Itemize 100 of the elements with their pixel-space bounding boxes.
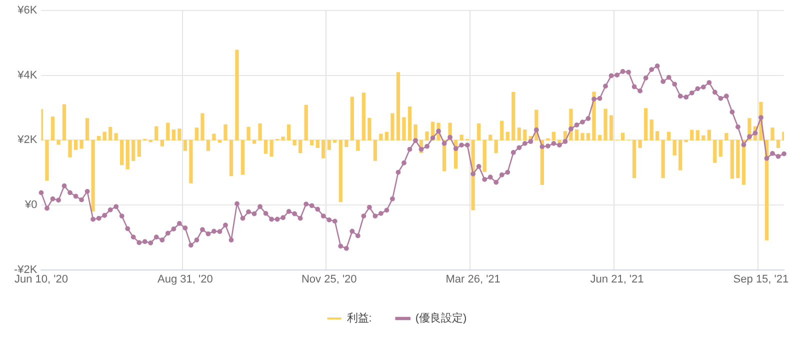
bar bbox=[644, 108, 648, 141]
bar bbox=[178, 128, 182, 141]
bar bbox=[292, 140, 296, 146]
bar bbox=[85, 118, 90, 141]
bar bbox=[718, 140, 722, 157]
bar bbox=[350, 96, 354, 141]
bar bbox=[517, 128, 521, 141]
bar bbox=[586, 133, 590, 141]
bar bbox=[650, 119, 654, 141]
bar bbox=[408, 106, 412, 141]
bar bbox=[776, 140, 780, 148]
bar bbox=[183, 140, 188, 151]
bar bbox=[667, 132, 671, 141]
legend-label: 利益: bbox=[346, 312, 372, 325]
bar bbox=[609, 115, 614, 141]
bar bbox=[264, 140, 268, 154]
bar bbox=[333, 140, 337, 143]
bar bbox=[137, 140, 141, 157]
bar bbox=[235, 50, 239, 141]
bar bbox=[477, 123, 481, 141]
bar bbox=[661, 140, 665, 178]
bar bbox=[512, 92, 516, 141]
x-tick-label: Aug 31, '20 bbox=[158, 273, 213, 286]
bar bbox=[286, 124, 291, 141]
bar bbox=[344, 140, 348, 148]
x-tick-label: Sep 15, '21 bbox=[733, 273, 789, 286]
bar bbox=[390, 113, 394, 141]
bar bbox=[384, 132, 389, 141]
x-tick-label: Nov 25, '20 bbox=[301, 273, 357, 286]
bar bbox=[96, 136, 101, 141]
legend-label: (優良設定) bbox=[415, 312, 467, 325]
bar bbox=[598, 135, 602, 141]
bar bbox=[189, 140, 193, 184]
bar bbox=[620, 132, 625, 141]
bar bbox=[298, 140, 302, 154]
bar bbox=[736, 140, 740, 178]
bar bbox=[194, 128, 199, 141]
bar bbox=[488, 134, 492, 141]
bar bbox=[460, 134, 464, 141]
y-tick-label: ¥6K bbox=[16, 4, 38, 17]
bar bbox=[126, 140, 130, 170]
bar bbox=[270, 140, 274, 157]
bar bbox=[702, 135, 706, 141]
bar bbox=[281, 136, 285, 141]
bar bbox=[240, 140, 245, 175]
bar bbox=[402, 117, 406, 141]
bar bbox=[206, 140, 210, 151]
bar bbox=[396, 72, 400, 141]
bar bbox=[724, 133, 728, 141]
bar bbox=[316, 140, 320, 148]
bar bbox=[56, 140, 60, 145]
bar bbox=[91, 140, 95, 212]
bar bbox=[546, 138, 550, 141]
bar bbox=[108, 126, 112, 141]
bar bbox=[770, 128, 774, 141]
bar bbox=[212, 134, 216, 141]
bar bbox=[166, 122, 170, 141]
bar bbox=[494, 140, 498, 154]
bar bbox=[604, 108, 608, 141]
bar bbox=[362, 92, 366, 141]
bar bbox=[482, 140, 486, 172]
bar bbox=[506, 132, 510, 141]
bar bbox=[200, 113, 204, 141]
bar bbox=[580, 133, 584, 141]
bar bbox=[154, 126, 158, 141]
bar bbox=[304, 104, 308, 141]
y-tick-label: ¥2K bbox=[16, 134, 38, 146]
bar bbox=[74, 140, 78, 150]
bar bbox=[655, 131, 660, 141]
bar bbox=[574, 130, 579, 141]
bar bbox=[678, 140, 682, 170]
bar bbox=[172, 130, 176, 141]
bar bbox=[713, 140, 717, 163]
bar bbox=[62, 104, 66, 141]
bar bbox=[310, 140, 314, 146]
bar bbox=[229, 140, 234, 176]
bar bbox=[50, 116, 55, 141]
bar bbox=[672, 140, 676, 156]
bar bbox=[500, 120, 504, 141]
x-tick-label: Jun 21, '21 bbox=[590, 273, 644, 286]
bar bbox=[368, 118, 372, 141]
bar bbox=[252, 140, 256, 144]
bar bbox=[638, 140, 642, 148]
bar bbox=[102, 132, 106, 141]
bar bbox=[246, 126, 250, 141]
bar bbox=[218, 140, 222, 143]
bar bbox=[327, 140, 331, 150]
bar bbox=[68, 140, 72, 158]
bar bbox=[632, 140, 636, 178]
x-tick-label: Mar 26, '21 bbox=[446, 273, 500, 286]
bar bbox=[258, 123, 262, 141]
bar bbox=[120, 140, 124, 166]
bar bbox=[730, 140, 734, 179]
bar bbox=[160, 140, 164, 146]
bar bbox=[114, 133, 118, 141]
bar bbox=[132, 140, 136, 161]
bar bbox=[356, 140, 360, 151]
bar bbox=[338, 140, 342, 202]
bar bbox=[322, 140, 326, 158]
bar bbox=[707, 130, 711, 141]
